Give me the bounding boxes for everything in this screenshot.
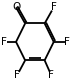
Text: F: F: [51, 2, 57, 12]
Text: F: F: [64, 37, 70, 47]
Text: F: F: [48, 70, 54, 80]
Text: F: F: [1, 37, 7, 47]
Text: F: F: [14, 70, 20, 80]
Text: O: O: [12, 2, 20, 12]
